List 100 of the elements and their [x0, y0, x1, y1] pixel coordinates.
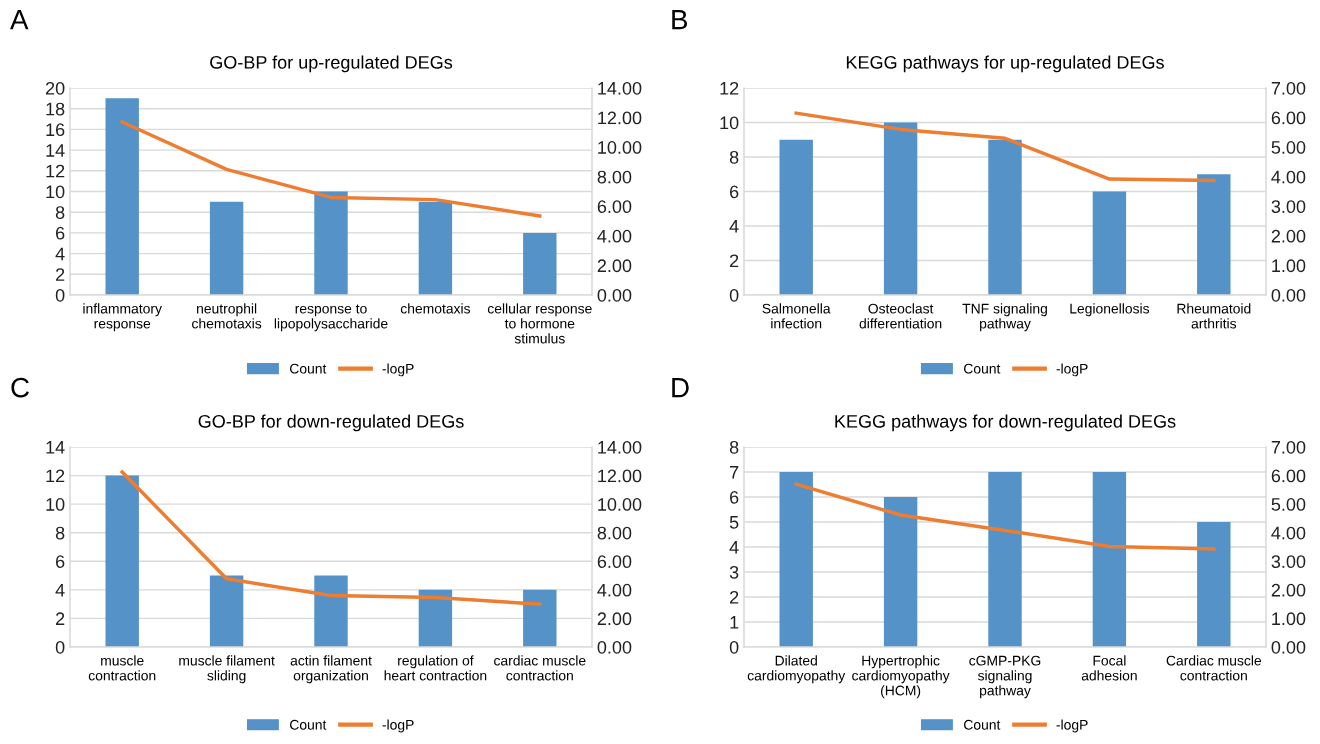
- y-tick-label: 2: [730, 590, 739, 604]
- bar: [779, 139, 813, 295]
- x-tick-label: neutrophil chemotaxis: [192, 303, 262, 329]
- bar: [523, 589, 557, 647]
- y-tick-label: 8: [55, 206, 65, 219]
- legend-label: -logP: [1056, 363, 1088, 377]
- y-tick-label: 8: [729, 150, 739, 164]
- chart-title: GO-BP for down-regulated DEGs: [198, 414, 464, 432]
- bar: [418, 589, 453, 647]
- y2-tick-label: 2.00: [1271, 229, 1306, 243]
- line-series: [794, 111, 1216, 183]
- bar: [1092, 191, 1127, 295]
- bar: [779, 472, 813, 647]
- x-tick-label: Legionellosis: [1070, 303, 1150, 317]
- y2-tick-label: 6.00: [597, 200, 632, 214]
- y-tick-label: 14: [46, 441, 65, 454]
- y-tick-label: 5: [729, 516, 739, 529]
- y-tick-label: 1: [730, 616, 739, 629]
- y-tick-label: 10: [720, 116, 739, 130]
- y2-tick-label: 0.00: [1271, 288, 1306, 302]
- y-tick-label: 0: [729, 288, 739, 302]
- y-tick-label: 4: [729, 541, 739, 554]
- x-tick-label: Cardiac muscle contraction: [1166, 655, 1262, 681]
- y-tick-label: 12: [720, 81, 739, 95]
- y2-tick-label: 12.00: [598, 469, 642, 483]
- legend-label: Count: [964, 719, 1001, 730]
- x-tick-label: muscle filament sliding: [179, 655, 275, 684]
- y-tick-label: 4: [55, 583, 65, 597]
- x-tick-label: cellular response to hormone stimulus: [487, 303, 592, 344]
- bar: [1092, 472, 1127, 647]
- x-tick-label: Hypertrophic cardiomyopathy (HCM): [852, 655, 950, 699]
- x-tick-label: inflammatory response: [83, 303, 162, 332]
- x-tick-label: cGMP-PKG signaling pathway: [969, 655, 1041, 699]
- bar: [314, 191, 348, 295]
- bar: [523, 232, 557, 295]
- y2-tick-label: 6.00: [1271, 469, 1306, 483]
- y2-tick-label: 0.00: [597, 640, 632, 654]
- line-series: [120, 470, 542, 606]
- y-tick-label: 2: [56, 268, 65, 281]
- y-tick-label: 6: [56, 226, 65, 240]
- legend-label: Count: [290, 719, 327, 730]
- text: D: [672, 378, 689, 398]
- text: A: [10, 10, 29, 30]
- y-tick-label: 8: [729, 440, 739, 454]
- y-tick-label: 16: [46, 123, 65, 137]
- y2-tick-label: 5.00: [1271, 498, 1306, 511]
- x-tick-label: Salmonella infection: [762, 303, 831, 329]
- y-tick-label: 18: [46, 102, 65, 116]
- y2-tick-label: 3.00: [1271, 555, 1306, 569]
- bar: [883, 122, 918, 295]
- y2-tick-label: 14.00: [598, 440, 642, 454]
- y2-tick-label: 1.00: [1272, 259, 1306, 273]
- y2-tick-label: 14.00: [598, 81, 642, 95]
- bar: [988, 472, 1022, 647]
- x-tick-label: chemotaxis: [400, 303, 471, 314]
- chart-title: KEGG pathways for up-regulated DEGs: [846, 55, 1164, 73]
- x-tick-label: response to lipopolysaccharide: [274, 304, 388, 332]
- y-tick-label: 4: [55, 247, 65, 261]
- bar: [988, 139, 1022, 295]
- bar: [314, 575, 348, 647]
- y2-tick-label: 3.00: [1271, 200, 1306, 214]
- y-tick-label: 20: [45, 81, 65, 95]
- y2-tick-label: 0.00: [597, 288, 632, 302]
- text: B: [672, 10, 688, 30]
- y-tick-label: 0: [729, 640, 739, 654]
- y-tick-label: 0: [55, 640, 65, 654]
- x-tick-label: Focal adhesion: [1081, 655, 1137, 681]
- y2-tick-label: 4.00: [597, 229, 632, 243]
- x-tick-label: cardiac muscle contraction: [494, 655, 586, 681]
- y2-tick-label: 2.00: [1271, 583, 1306, 597]
- x-tick-label: muscle contraction: [88, 655, 156, 681]
- y2-tick-label: 1.00: [1272, 612, 1306, 626]
- y2-tick-label: 6.00: [1271, 111, 1306, 125]
- line-series: [794, 482, 1216, 551]
- bar: [418, 201, 453, 295]
- line-series: [120, 120, 542, 218]
- x-tick-label: actin filament organization: [290, 655, 372, 684]
- legend-label: Count: [964, 363, 1001, 374]
- y2-tick-label: 10.00: [598, 141, 642, 154]
- y2-tick-label: 0.00: [1271, 640, 1306, 654]
- y-tick-label: 10: [46, 185, 65, 199]
- x-tick-label: Osteoclast differentiation: [859, 303, 942, 329]
- x-tick-label: Rheumatoid arthritis: [1177, 303, 1251, 329]
- y2-tick-label: 8.00: [597, 170, 632, 184]
- y-tick-label: 8: [55, 526, 65, 540]
- y2-tick-label: 6.00: [597, 555, 632, 569]
- x-tick-label: Dilated cardiomyopathy: [747, 655, 846, 684]
- chart-title: KEGG pathways for down-regulated DEGs: [835, 414, 1176, 432]
- y2-tick-label: 7.00: [1271, 440, 1306, 454]
- y2-tick-label: 4.00: [597, 583, 632, 597]
- text: C: [11, 377, 29, 398]
- bar: [1197, 174, 1231, 295]
- x-tick-label: regulation of heart contraction: [384, 655, 487, 681]
- y-tick-label: 2: [730, 254, 739, 268]
- y-tick-label: 4: [729, 220, 739, 233]
- y-tick-label: 6: [730, 490, 739, 504]
- bar: [105, 475, 139, 647]
- bar: [883, 497, 918, 647]
- legend-label: -logP: [382, 719, 414, 733]
- y-tick-label: 6: [730, 185, 739, 199]
